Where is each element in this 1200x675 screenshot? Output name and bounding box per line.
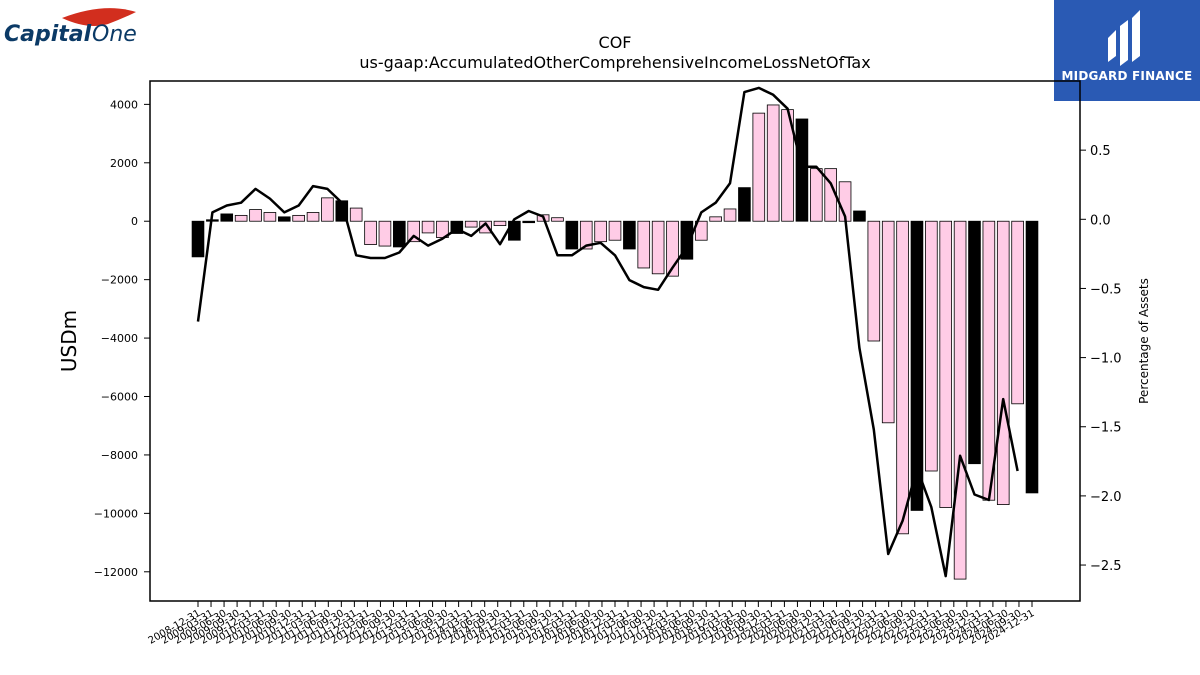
y-tick-label: −2000 — [101, 274, 138, 287]
bar — [306, 212, 320, 222]
bar — [421, 220, 435, 234]
bar — [263, 212, 277, 222]
bar — [464, 220, 478, 228]
y-tick-label: 2000 — [110, 157, 138, 170]
bar — [349, 207, 363, 222]
capital-one-text-b: One — [92, 22, 137, 47]
y2-tick-label: −1.0 — [1090, 352, 1122, 367]
y2-tick-label: 0.0 — [1090, 213, 1111, 228]
bar — [896, 220, 909, 535]
bar — [407, 220, 420, 243]
bar — [939, 220, 953, 508]
capital-one-logo: Capital One — [4, 4, 144, 56]
bar — [579, 220, 593, 250]
y-tick-label: −10000 — [94, 507, 138, 520]
y-tick-label: 0 — [131, 215, 138, 228]
bar — [191, 220, 205, 258]
bar — [694, 220, 708, 241]
bar — [709, 216, 722, 222]
bar — [953, 220, 967, 580]
bar — [393, 220, 406, 248]
bar — [867, 220, 881, 342]
capital-one-text-a: Capital — [4, 22, 92, 47]
bar — [810, 168, 823, 222]
bar — [565, 220, 579, 250]
bar — [249, 209, 262, 222]
bar — [637, 220, 651, 269]
bar — [766, 104, 780, 222]
y2-tick-label: 0.5 — [1090, 144, 1111, 159]
y-tick-label: −6000 — [101, 391, 138, 404]
bar — [277, 216, 291, 222]
capital-one-swoosh-icon: Capital One — [4, 8, 137, 47]
bar — [493, 220, 507, 227]
y-axis-label: USDm — [57, 310, 81, 372]
midgard-finance-label: MIDGARD FINANCE — [1061, 69, 1193, 83]
bar — [666, 220, 679, 277]
y-tick-label: 4000 — [110, 98, 138, 111]
y2-tick-label: −2.5 — [1090, 559, 1122, 574]
bar — [594, 220, 607, 243]
bar — [752, 112, 766, 222]
bar — [608, 220, 622, 241]
y2-axis-label: Percentage of Assets — [1137, 278, 1151, 404]
bar — [996, 220, 1010, 505]
bar — [364, 220, 377, 245]
chart-title: COF — [599, 33, 632, 52]
chart-subtitle: us-gaap:AccumulatedOtherComprehensiveInc… — [359, 53, 870, 72]
y-tick-label: −8000 — [101, 449, 138, 462]
bar — [378, 220, 392, 247]
bar — [321, 197, 334, 222]
bar — [723, 208, 737, 222]
bar — [968, 220, 981, 465]
y-tick-label: −12000 — [94, 566, 138, 579]
bar — [680, 220, 694, 260]
bar — [651, 220, 665, 275]
bar — [1025, 220, 1039, 494]
bar — [881, 220, 895, 424]
midgard-finance-logo: MIDGARD FINANCE — [1054, 0, 1200, 101]
bar — [335, 200, 349, 222]
bar — [925, 220, 938, 472]
bar — [522, 220, 536, 224]
y2-tick-label: −1.5 — [1090, 421, 1122, 436]
bar — [551, 217, 564, 222]
bar — [220, 213, 234, 222]
midgard-emblem-icon — [1108, 10, 1140, 66]
bar — [795, 118, 809, 222]
bar — [910, 220, 924, 511]
y2-tick-label: −2.0 — [1090, 490, 1122, 505]
plot-area: 4000 2000 0 −2000 −4000 −6000 −8000 −10000 −1200… — [94, 80, 1122, 647]
bar — [982, 220, 996, 501]
bar — [292, 214, 305, 222]
bar — [234, 214, 248, 222]
bar — [1011, 220, 1024, 405]
bar — [450, 220, 464, 234]
y2-tick-label: −0.5 — [1090, 282, 1122, 297]
pct-of-assets-line — [196, 86, 1019, 578]
bar — [623, 220, 636, 250]
bar — [738, 187, 751, 222]
bar — [853, 210, 866, 222]
y-tick-label: −4000 — [101, 332, 138, 345]
